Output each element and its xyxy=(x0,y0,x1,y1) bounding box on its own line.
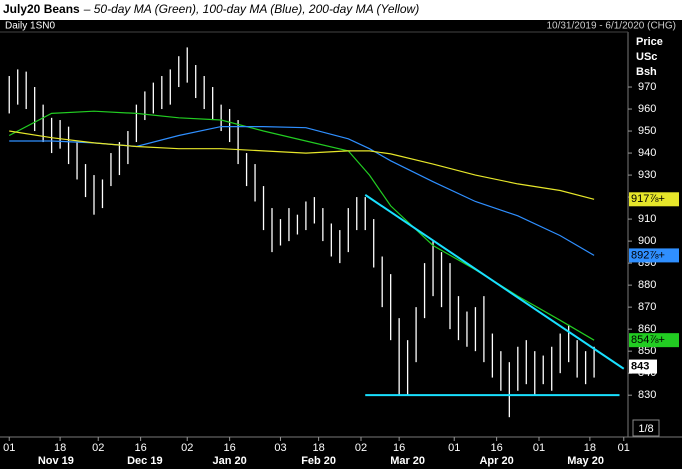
x-tick-label: 01 xyxy=(3,442,15,454)
y-tick-label: 910 xyxy=(638,213,656,225)
axis-label: Bsh xyxy=(636,66,657,78)
x-tick-label: 01 xyxy=(533,442,545,454)
month-label: May 20 xyxy=(567,455,604,467)
month-label: Dec 19 xyxy=(127,455,162,467)
x-tick-label: 18 xyxy=(312,442,324,454)
trendline xyxy=(364,194,625,370)
last-value-label: 917⅞+ xyxy=(631,193,665,205)
last-value-box xyxy=(629,248,679,263)
x-tick-label: 18 xyxy=(54,442,66,454)
y-tick-label: 830 xyxy=(638,389,656,401)
y-tick-label: 880 xyxy=(638,279,656,291)
x-tick-label: 01 xyxy=(618,442,630,454)
y-tick-label: 930 xyxy=(638,169,656,181)
last-price-label: 843 xyxy=(631,360,649,372)
x-tick-label: 16 xyxy=(223,442,235,454)
chart-panel xyxy=(0,20,682,469)
y-tick-label: 950 xyxy=(638,125,656,137)
title: July20 Beans xyxy=(3,2,80,16)
chart-title: July20 Beans – 50-day MA (Green), 100-day… xyxy=(3,2,419,16)
last-value-label: 854⅞+ xyxy=(631,334,665,346)
month-label: Nov 19 xyxy=(38,455,74,467)
moving-average-line xyxy=(9,130,595,200)
x-tick-label: 02 xyxy=(92,442,104,454)
x-tick-label: 02 xyxy=(181,442,193,454)
header-bar xyxy=(0,0,682,20)
last-value-label: 892⅞+ xyxy=(631,249,665,261)
last-value-box xyxy=(629,333,679,348)
y-tick-label: 900 xyxy=(638,235,656,247)
symbol-label: Daily 1SN0 xyxy=(5,21,55,32)
fraction-box xyxy=(632,419,660,437)
y-tick-label: 940 xyxy=(638,147,656,159)
x-tick-label: 18 xyxy=(584,442,596,454)
x-tick-label: 16 xyxy=(393,442,405,454)
y-tick-label: 850 xyxy=(638,345,656,357)
subtitle: – 50-day MA (Green), 100-day MA (Blue), … xyxy=(83,2,419,16)
x-tick-label: 03 xyxy=(274,442,286,454)
axis-label: Price xyxy=(636,36,663,48)
fraction-label: 1/8 xyxy=(638,423,653,435)
y-tick-label: 860 xyxy=(638,323,656,335)
last-price-box xyxy=(629,359,657,374)
last-value-box xyxy=(629,192,679,207)
x-tick-label: 16 xyxy=(134,442,146,454)
y-tick-label: 970 xyxy=(638,81,656,93)
axis-label: USc xyxy=(636,51,657,63)
x-tick-label: 16 xyxy=(490,442,502,454)
month-label: Jan 20 xyxy=(212,455,246,467)
month-label: Mar 20 xyxy=(390,455,425,467)
month-label: Feb 20 xyxy=(301,455,336,467)
month-label: Apr 20 xyxy=(479,455,513,467)
y-tick-label: 960 xyxy=(638,103,656,115)
x-tick-label: 02 xyxy=(355,442,367,454)
date-range: 10/31/2019 - 6/1/2020 (CHG) xyxy=(546,21,676,32)
x-tick-label: 01 xyxy=(448,442,460,454)
y-tick-label: 870 xyxy=(638,301,656,313)
